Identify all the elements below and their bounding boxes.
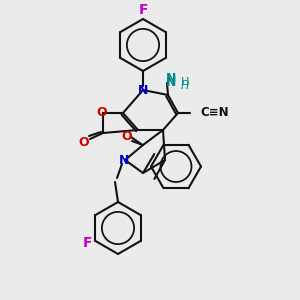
Text: N: N: [119, 154, 129, 166]
Text: O: O: [79, 136, 89, 148]
Text: N: N: [166, 71, 176, 85]
Text: O: O: [97, 106, 107, 119]
Text: N: N: [166, 76, 176, 88]
Text: F: F: [83, 236, 92, 250]
Text: H: H: [181, 77, 189, 87]
Text: H: H: [181, 81, 189, 91]
Text: O: O: [122, 130, 132, 143]
Text: N: N: [138, 83, 148, 97]
Text: F: F: [138, 3, 148, 17]
Text: C≡N: C≡N: [200, 106, 229, 119]
